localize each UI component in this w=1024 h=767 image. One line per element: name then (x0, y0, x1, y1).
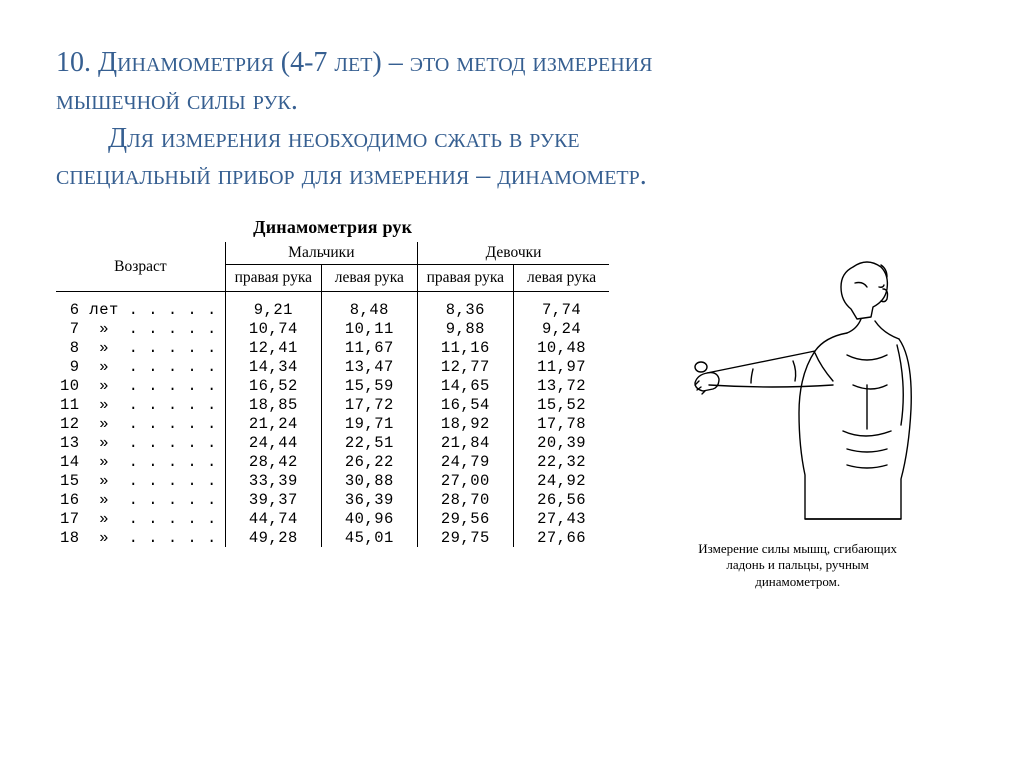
cell-age: 6 лет . . . . . (56, 300, 225, 319)
col-sub-boys-left: левая рука (321, 265, 417, 292)
cell-age: 18 » . . . . . (56, 528, 225, 547)
cell-age: 9 » . . . . . (56, 357, 225, 376)
cell-value: 40,96 (321, 509, 417, 528)
dynamometry-table-block: Динамометрия рук Возраст Мальчики Девочк… (56, 217, 609, 590)
cell-value: 30,88 (321, 471, 417, 490)
cell-value: 15,59 (321, 376, 417, 395)
col-header-age: Возраст (56, 242, 225, 291)
cell-value: 28,42 (225, 452, 321, 471)
table-row: 6 лет . . . . . 9,21 8,48 8,36 7,74 (56, 300, 609, 319)
heading-line-4: специальный прибор для измерения – динам… (56, 157, 968, 195)
cell-value: 45,01 (321, 528, 417, 547)
heading-line-3: Для измерения необходимо сжать в руке (56, 120, 968, 158)
heading-line-1: 10. Динамометрия (4-7 лет) – это метод и… (56, 44, 968, 82)
cell-value: 10,74 (225, 319, 321, 338)
cell-value: 11,97 (513, 357, 609, 376)
cell-value: 13,47 (321, 357, 417, 376)
cell-value: 18,92 (417, 414, 513, 433)
table-row: 8 » . . . . .12,4111,6711,1610,48 (56, 338, 609, 357)
cell-value: 36,39 (321, 490, 417, 509)
col-sub-girls-right: правая рука (417, 265, 513, 292)
figure-caption: Измерение силы мышц, сгибающих ладонь и … (683, 541, 913, 590)
cell-value: 9,24 (513, 319, 609, 338)
cell-age: 17 » . . . . . (56, 509, 225, 528)
table-row: 16 » . . . . .39,3736,3928,7026,56 (56, 490, 609, 509)
table-row: 15 » . . . . .33,3930,8827,0024,92 (56, 471, 609, 490)
table-row: 18 » . . . . .49,2845,0129,7527,66 (56, 528, 609, 547)
cell-value: 24,92 (513, 471, 609, 490)
cell-value: 29,75 (417, 528, 513, 547)
table-row: 9 » . . . . .14,3413,4712,7711,97 (56, 357, 609, 376)
table-row: 10 » . . . . .16,5215,5914,6513,72 (56, 376, 609, 395)
slide-heading: 10. Динамометрия (4-7 лет) – это метод и… (56, 44, 968, 195)
cell-age: 11 » . . . . . (56, 395, 225, 414)
table-row: 13 » . . . . .24,4422,5121,8420,39 (56, 433, 609, 452)
cell-value: 12,77 (417, 357, 513, 376)
cell-value: 21,84 (417, 433, 513, 452)
table-row: 14 » . . . . .28,4226,2224,7922,32 (56, 452, 609, 471)
cell-value: 12,41 (225, 338, 321, 357)
cell-value: 22,51 (321, 433, 417, 452)
cell-value: 28,70 (417, 490, 513, 509)
cell-value: 26,56 (513, 490, 609, 509)
table-row: 11 » . . . . .18,8517,7216,5415,52 (56, 395, 609, 414)
cell-value: 11,67 (321, 338, 417, 357)
cell-value: 39,37 (225, 490, 321, 509)
table-row: 12 » . . . . .21,2419,7118,9217,78 (56, 414, 609, 433)
cell-value: 33,39 (225, 471, 321, 490)
cell-value: 17,78 (513, 414, 609, 433)
content-row: Динамометрия рук Возраст Мальчики Девочк… (56, 217, 968, 590)
cell-value: 24,79 (417, 452, 513, 471)
cell-value: 7,74 (513, 300, 609, 319)
cell-value: 8,48 (321, 300, 417, 319)
cell-value: 16,52 (225, 376, 321, 395)
dynamometry-table: Возраст Мальчики Девочки правая рука лев… (56, 242, 609, 546)
dynamometer-figure-icon (683, 235, 913, 535)
cell-value: 10,48 (513, 338, 609, 357)
table-row: 7 » . . . . .10,7410,11 9,88 9,24 (56, 319, 609, 338)
cell-value: 27,00 (417, 471, 513, 490)
cell-value: 24,44 (225, 433, 321, 452)
col-header-girls: Девочки (417, 242, 609, 265)
table-title: Динамометрия рук (56, 217, 609, 238)
cell-value: 8,36 (417, 300, 513, 319)
table-row: 17 » . . . . .44,7440,9629,5627,43 (56, 509, 609, 528)
cell-value: 44,74 (225, 509, 321, 528)
cell-value: 9,88 (417, 319, 513, 338)
cell-age: 15 » . . . . . (56, 471, 225, 490)
cell-value: 14,34 (225, 357, 321, 376)
cell-value: 19,71 (321, 414, 417, 433)
cell-value: 17,72 (321, 395, 417, 414)
cell-age: 16 » . . . . . (56, 490, 225, 509)
cell-age: 10 » . . . . . (56, 376, 225, 395)
cell-value: 14,65 (417, 376, 513, 395)
cell-value: 22,32 (513, 452, 609, 471)
cell-value: 10,11 (321, 319, 417, 338)
cell-value: 49,28 (225, 528, 321, 547)
cell-age: 7 » . . . . . (56, 319, 225, 338)
cell-value: 18,85 (225, 395, 321, 414)
cell-age: 8 » . . . . . (56, 338, 225, 357)
cell-value: 27,43 (513, 509, 609, 528)
col-sub-boys-right: правая рука (225, 265, 321, 292)
cell-value: 26,22 (321, 452, 417, 471)
cell-value: 15,52 (513, 395, 609, 414)
cell-value: 20,39 (513, 433, 609, 452)
col-sub-girls-left: левая рука (513, 265, 609, 292)
cell-value: 16,54 (417, 395, 513, 414)
heading-line-2: мышечной силы рук. (56, 82, 968, 120)
cell-value: 9,21 (225, 300, 321, 319)
cell-value: 21,24 (225, 414, 321, 433)
cell-value: 29,56 (417, 509, 513, 528)
cell-age: 14 » . . . . . (56, 452, 225, 471)
cell-age: 13 » . . . . . (56, 433, 225, 452)
cell-value: 13,72 (513, 376, 609, 395)
cell-age: 12 » . . . . . (56, 414, 225, 433)
cell-value: 11,16 (417, 338, 513, 357)
figure-block: Измерение силы мышц, сгибающих ладонь и … (627, 217, 968, 590)
slide: 10. Динамометрия (4-7 лет) – это метод и… (0, 0, 1024, 767)
col-header-boys: Мальчики (225, 242, 417, 265)
cell-value: 27,66 (513, 528, 609, 547)
